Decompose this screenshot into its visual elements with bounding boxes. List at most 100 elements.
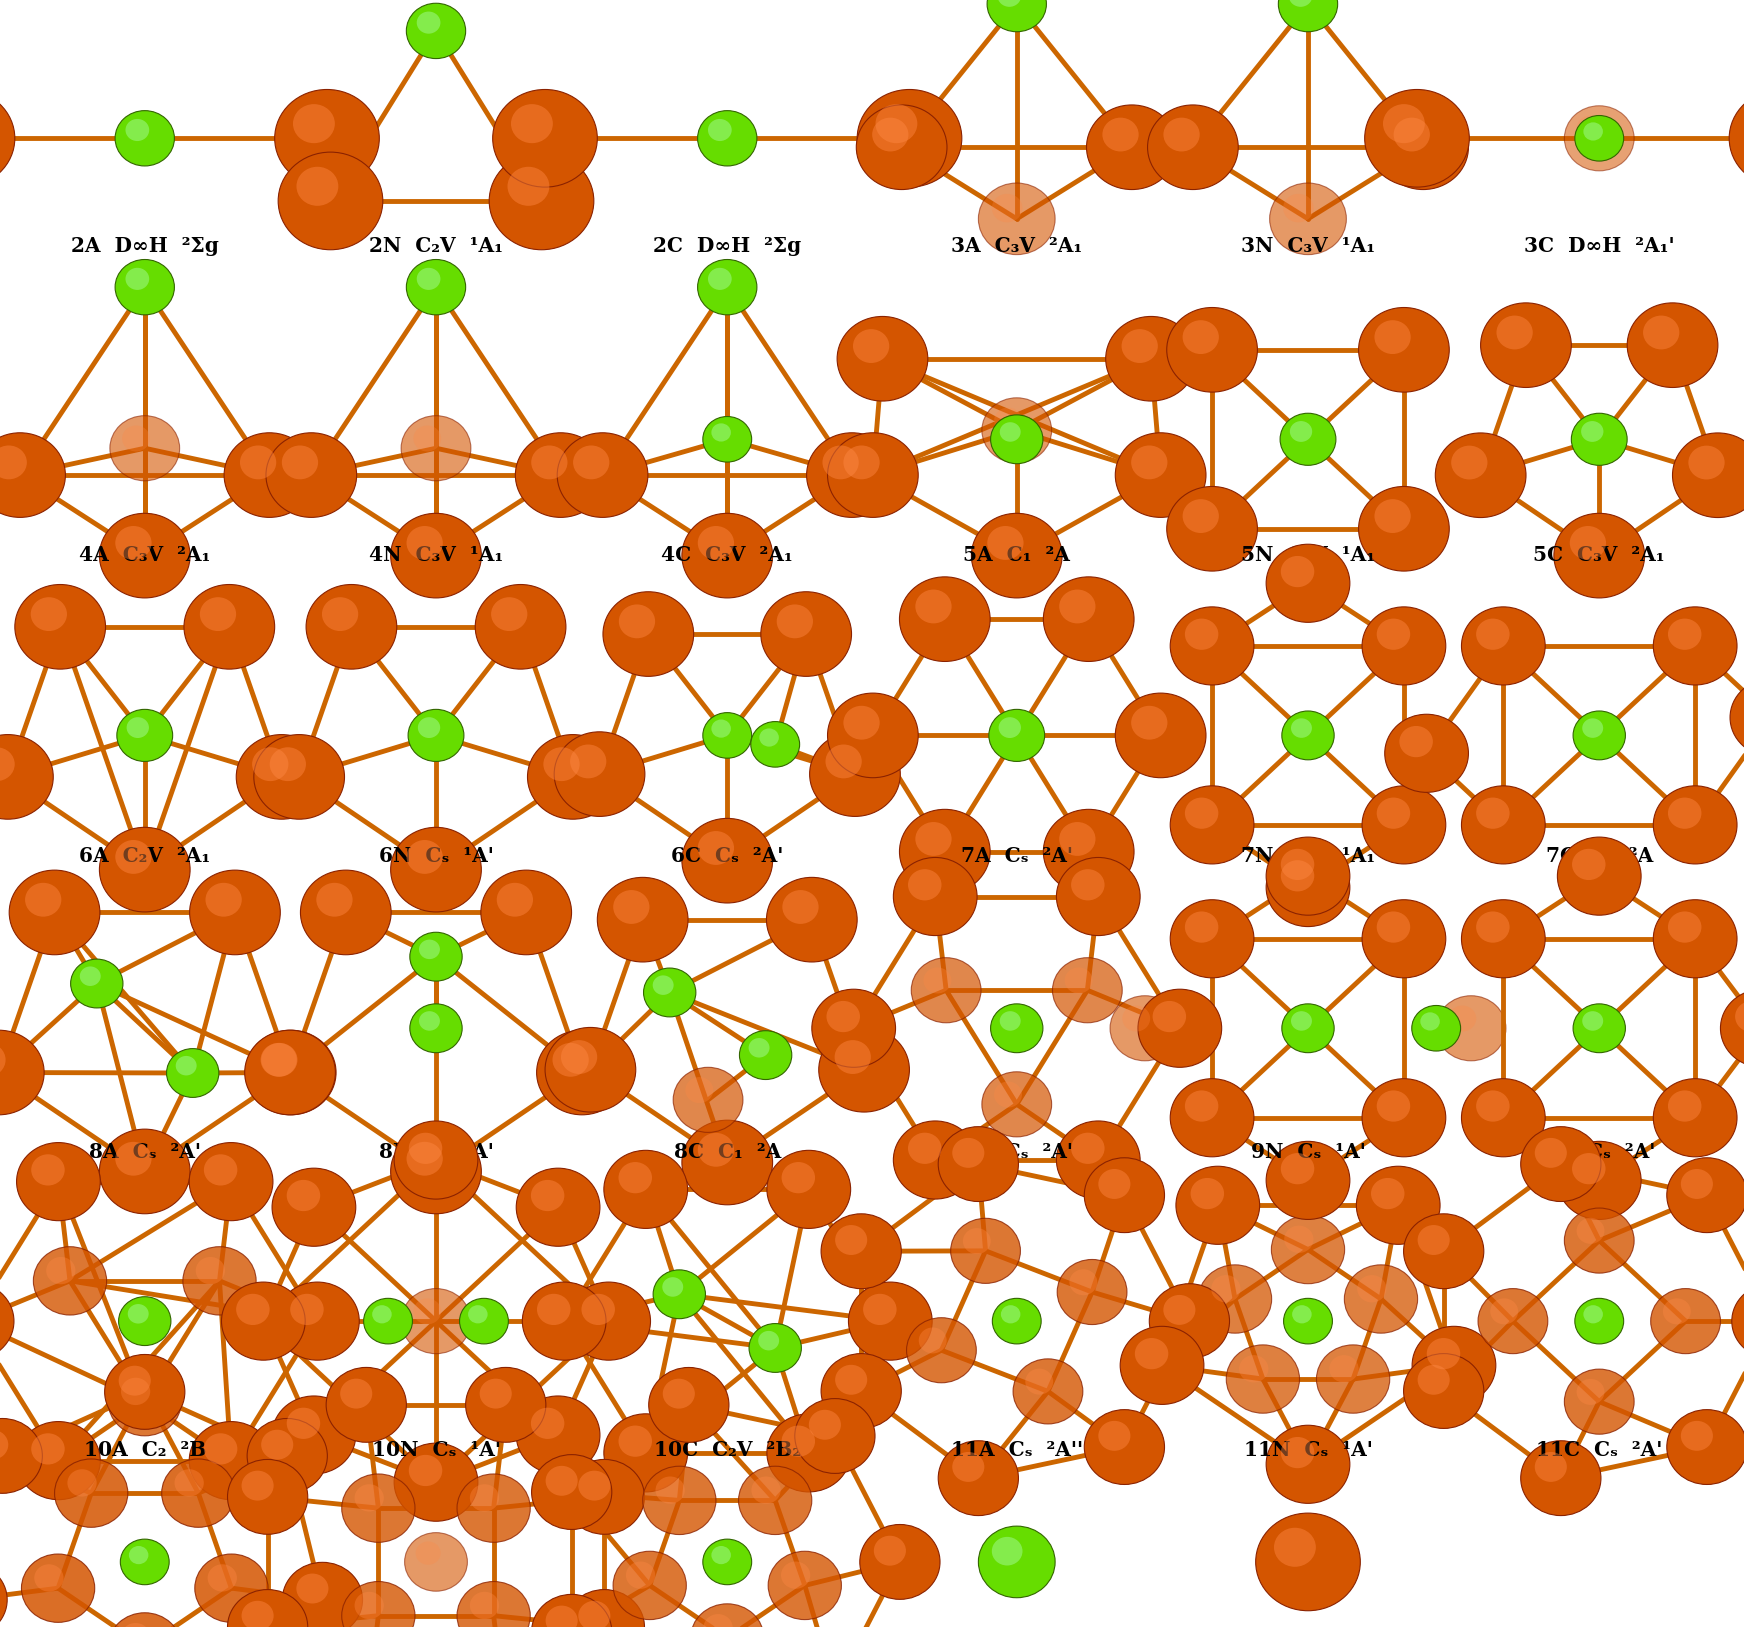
Circle shape [1167,486,1257,571]
Circle shape [574,446,609,480]
Circle shape [1535,1137,1566,1168]
Circle shape [1374,321,1411,355]
Text: 4N  C₃V  ¹A₁: 4N C₃V ¹A₁ [370,545,502,565]
Circle shape [1571,1154,1606,1184]
Circle shape [1664,1298,1692,1324]
Circle shape [469,1591,499,1619]
Circle shape [1132,446,1167,480]
Circle shape [530,1180,565,1210]
Circle shape [1374,499,1411,534]
Circle shape [408,709,464,761]
Circle shape [872,117,909,151]
Circle shape [419,718,439,739]
Circle shape [856,104,947,189]
Circle shape [16,1422,99,1500]
Circle shape [1057,1259,1127,1324]
Circle shape [1411,1005,1460,1051]
Circle shape [0,433,66,517]
Circle shape [989,709,1045,761]
Circle shape [809,1409,841,1440]
Circle shape [900,578,991,662]
Circle shape [1385,714,1468,792]
Circle shape [0,747,14,781]
Circle shape [316,883,352,916]
Circle shape [1564,106,1634,171]
Circle shape [544,747,579,781]
Text: 4A  C₃V  ²A₁: 4A C₃V ²A₁ [78,545,211,565]
Circle shape [1153,1001,1186,1032]
Circle shape [562,1040,596,1074]
Circle shape [354,1484,384,1511]
Circle shape [698,111,757,166]
Circle shape [1182,321,1219,355]
Circle shape [1087,104,1177,189]
Circle shape [24,883,61,916]
Circle shape [992,1298,1041,1344]
Circle shape [340,1378,371,1409]
Text: 7N  C₂V  ¹A₁: 7N C₂V ¹A₁ [1242,846,1374,866]
Circle shape [1191,1178,1224,1209]
Circle shape [821,1354,902,1429]
Circle shape [811,989,896,1067]
Circle shape [474,584,565,669]
Text: 10A  C₂  ²B: 10A C₂ ²B [84,1440,206,1459]
Circle shape [1163,117,1200,151]
Circle shape [120,1624,150,1627]
Circle shape [656,1476,685,1503]
Text: 3N  C₃V  ¹A₁: 3N C₃V ¹A₁ [1242,236,1374,255]
Circle shape [99,514,190,597]
Text: 8A  Cₛ  ²A': 8A Cₛ ²A' [89,1142,201,1162]
Circle shape [712,423,731,441]
Circle shape [480,1378,511,1409]
Circle shape [982,399,1052,464]
Circle shape [371,1305,392,1323]
Circle shape [1418,1365,1449,1394]
Circle shape [167,1049,220,1098]
Circle shape [1496,316,1533,350]
Circle shape [556,433,649,517]
Circle shape [466,1367,546,1442]
Circle shape [963,1228,991,1254]
Circle shape [827,1001,860,1032]
Circle shape [457,1474,530,1542]
Circle shape [413,425,441,452]
Circle shape [1521,1126,1601,1201]
Circle shape [1057,1121,1141,1199]
Circle shape [115,111,174,166]
Circle shape [567,1282,651,1360]
Circle shape [1571,413,1627,465]
Text: 6C  Cₛ  ²A': 6C Cₛ ²A' [671,846,783,866]
Circle shape [183,584,274,669]
Circle shape [893,1121,977,1199]
Circle shape [21,1554,94,1622]
Circle shape [682,818,773,903]
Circle shape [1732,1284,1744,1359]
Circle shape [201,597,235,631]
Circle shape [410,932,462,981]
Circle shape [1404,1354,1484,1429]
Circle shape [663,1378,694,1409]
Circle shape [835,1040,870,1074]
Circle shape [978,184,1055,255]
Circle shape [1280,556,1315,587]
Circle shape [272,1396,356,1474]
Circle shape [0,1043,5,1077]
Circle shape [893,857,977,936]
Circle shape [1099,1168,1130,1199]
Circle shape [1184,618,1219,649]
Circle shape [417,268,441,290]
Circle shape [1577,1217,1604,1245]
Circle shape [750,721,799,766]
Circle shape [952,1137,984,1168]
Circle shape [1575,1298,1624,1344]
Circle shape [1071,1132,1104,1163]
Circle shape [1043,578,1134,662]
Circle shape [391,514,481,597]
Circle shape [532,1455,612,1529]
Circle shape [818,1027,909,1111]
Circle shape [971,514,1062,597]
Circle shape [759,1331,780,1350]
Circle shape [1175,1167,1259,1245]
Circle shape [1163,1295,1195,1324]
Circle shape [1148,104,1238,189]
